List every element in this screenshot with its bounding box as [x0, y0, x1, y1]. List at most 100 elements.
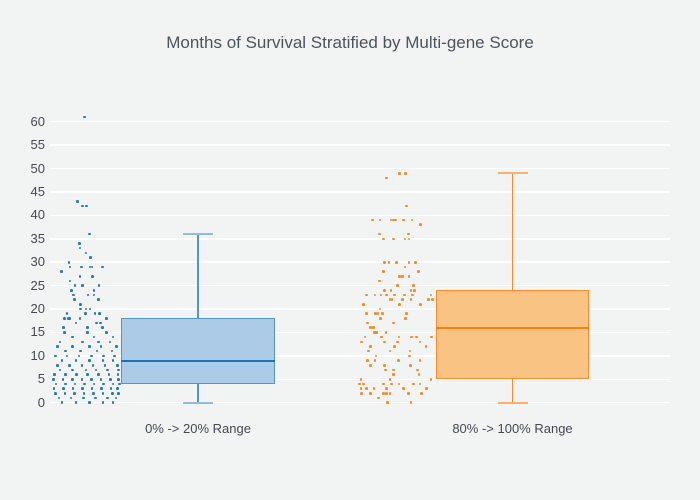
scatter-point	[60, 270, 64, 273]
y-tick-label-20: 20	[30, 301, 45, 317]
scatter-point	[86, 293, 90, 297]
scatter-point	[418, 340, 422, 344]
scatter-point	[357, 382, 361, 386]
scatter-point	[373, 359, 377, 362]
chart-title: Months of Survival Stratified by Multi-g…	[166, 33, 534, 52]
scatter-point	[56, 345, 59, 348]
scatter-point	[85, 204, 88, 208]
scatter-point	[388, 349, 392, 353]
scatter-point	[92, 293, 96, 297]
scatter-point	[91, 363, 95, 367]
scatter-point	[401, 298, 404, 301]
scatter-point	[387, 260, 391, 264]
scatter-point	[98, 312, 101, 316]
scatter-point	[386, 401, 389, 404]
scatter-point	[101, 359, 105, 362]
scatter-point	[96, 373, 100, 376]
scatter-point	[96, 340, 100, 344]
scatter-point	[382, 363, 386, 367]
scatter-point	[83, 115, 86, 119]
scatter-point	[407, 354, 411, 358]
scatter-point	[395, 260, 398, 264]
scatter-point	[371, 326, 375, 330]
scatter-point	[54, 392, 57, 395]
gridline-y-30	[50, 261, 670, 263]
scatter-point	[397, 382, 401, 386]
scatter-point	[366, 321, 369, 325]
y-tick-label-60: 60	[30, 113, 45, 129]
scatter-point	[363, 335, 367, 339]
y-tick-label-0: 0	[37, 394, 45, 410]
y-tick-label-35: 35	[30, 230, 45, 246]
y-tick-label-5: 5	[37, 371, 45, 387]
scatter-point	[393, 293, 396, 297]
scatter-point	[412, 382, 415, 386]
max-cap	[183, 233, 213, 236]
scatter-point	[369, 363, 372, 367]
scatter-point	[88, 256, 92, 259]
scatter-point	[115, 345, 118, 348]
scatter-point	[407, 237, 411, 241]
scatter-point	[401, 218, 405, 222]
scatter-point	[389, 289, 393, 292]
scatter-point	[71, 377, 74, 381]
scatter-point	[81, 387, 84, 390]
scatter-point	[95, 321, 98, 325]
scatter-point	[417, 270, 420, 273]
scatter-point	[362, 303, 365, 306]
scatter-point	[388, 377, 392, 381]
gridline-y-10	[50, 355, 670, 357]
scatter-point	[82, 392, 86, 395]
scatter-point	[117, 377, 120, 381]
scatter-point	[64, 373, 67, 376]
scatter-point	[374, 354, 378, 358]
scatter-point	[58, 340, 62, 344]
gridline-y-20	[50, 308, 670, 310]
scatter-point	[80, 265, 83, 269]
scatter-point	[62, 387, 65, 390]
scatter-point	[68, 265, 72, 269]
gridline-y-15	[50, 331, 670, 334]
scatter-point	[73, 392, 76, 395]
scatter-point	[101, 265, 104, 269]
scatter-point	[403, 237, 407, 241]
scatter-point	[102, 382, 105, 386]
scatter-point	[418, 382, 422, 386]
scatter-point	[57, 396, 61, 400]
scatter-point	[379, 317, 382, 320]
scatter-point	[109, 377, 112, 381]
y-tick-label-55: 55	[30, 137, 45, 153]
scatter-point	[99, 345, 103, 348]
scatter-point	[425, 387, 428, 390]
scatter-point	[424, 345, 428, 348]
scatter-point	[369, 326, 372, 330]
scatter-point	[111, 392, 114, 395]
scatter-point	[114, 396, 118, 400]
scatter-point	[392, 373, 395, 376]
scatter-point	[384, 368, 388, 372]
gridline-y-60	[50, 120, 670, 123]
scatter-point	[71, 368, 74, 372]
scatter-point	[74, 359, 78, 362]
scatter-point	[80, 363, 84, 367]
scatter-point	[404, 317, 407, 320]
scatter-point	[384, 331, 388, 334]
scatter-point	[113, 354, 116, 358]
scatter-point	[405, 204, 408, 208]
scatter-point	[73, 284, 77, 287]
scatter-point	[117, 392, 120, 395]
scatter-point	[418, 359, 422, 362]
scatter-point	[398, 274, 401, 278]
scatter-point	[64, 382, 67, 386]
scatter-point	[404, 171, 407, 175]
gridline-y-35	[50, 238, 670, 240]
scatter-point	[413, 260, 417, 264]
scatter-point	[100, 387, 103, 390]
scatter-point	[373, 293, 377, 297]
plot-area[interactable]	[50, 88, 670, 417]
scatter-point	[364, 293, 368, 297]
scatter-point	[60, 401, 64, 404]
scatter-point	[402, 293, 406, 297]
scatter-point	[415, 335, 418, 339]
scatter-point	[81, 204, 84, 208]
